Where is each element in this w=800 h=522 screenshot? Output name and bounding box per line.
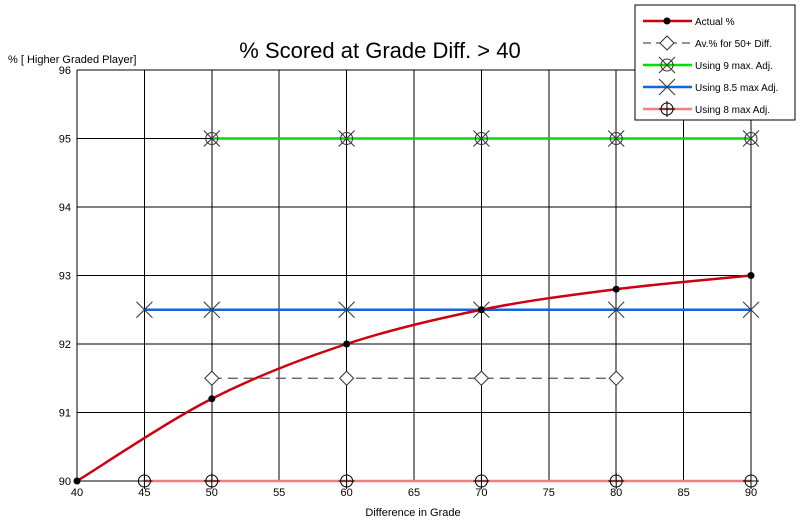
series-4: [136, 473, 759, 489]
legend-item: Av.% for 50+ Diff.: [643, 35, 772, 51]
data-point: [742, 301, 760, 319]
y-axis-label: % [ Higher Graded Player]: [8, 54, 136, 66]
legend: Actual % Av.% for 50+ Diff. Using 9 max. A…: [634, 4, 796, 121]
data-point: [473, 473, 490, 489]
data-point: [607, 130, 625, 147]
data-point: [338, 473, 355, 489]
y-tick-label: 94: [59, 202, 71, 214]
legend-label: Using 8 max Adj.: [695, 105, 770, 116]
x-tick-label: 85: [677, 487, 689, 499]
y-tick-label: 92: [59, 339, 71, 351]
data-point: [203, 301, 221, 319]
chart-title: % Scored at Grade Diff. > 40: [239, 38, 520, 63]
x-tick-label: 50: [206, 487, 218, 499]
data-point: [477, 306, 485, 314]
x-tick-label: 75: [543, 487, 555, 499]
series-group: [73, 130, 760, 489]
data-point: [473, 370, 490, 386]
data-point: [663, 17, 671, 25]
data-point: [747, 272, 755, 279]
series-line: [76, 274, 752, 483]
data-point: [607, 301, 625, 319]
data-point: [608, 473, 625, 489]
data-point: [73, 477, 81, 485]
legend-label: Using 9 max. Adj.: [695, 61, 773, 72]
y-tick-label: 95: [59, 134, 71, 146]
data-point: [136, 473, 153, 489]
y-tick-label: 93: [59, 271, 71, 283]
legend-item: Using 8.5 max Adj.: [643, 78, 778, 96]
grid: [76, 69, 752, 482]
data-point: [608, 370, 624, 386]
x-tick-label: 80: [610, 487, 622, 499]
legend-label: Av.% for 50+ Diff.: [695, 39, 772, 50]
legend-label: Actual %: [695, 17, 735, 28]
y-tick-label: 96: [59, 65, 71, 77]
series-0: [73, 272, 755, 485]
x-tick-label: 65: [408, 487, 420, 499]
data-point: [473, 130, 490, 147]
data-point: [343, 340, 351, 348]
legend-item: Using 8 max Adj.: [643, 101, 770, 117]
data-point: [658, 56, 676, 74]
series-1: [204, 370, 624, 386]
data-point: [658, 78, 676, 96]
data-point: [659, 35, 675, 51]
data-point: [203, 130, 221, 147]
data-point: [743, 473, 759, 489]
series-2: [203, 130, 760, 147]
data-point: [612, 285, 620, 293]
legend-item: Using 9 max. Adj.: [643, 56, 773, 74]
data-point: [204, 370, 220, 386]
y-tick-label: 91: [59, 408, 71, 420]
data-point: [338, 301, 355, 319]
data-point: [203, 473, 220, 489]
data-point: [338, 130, 355, 147]
data-point: [208, 395, 216, 403]
y-tick-label: 90: [59, 476, 71, 488]
data-point: [136, 301, 153, 319]
legend-item: Actual %: [643, 17, 735, 28]
data-point: [659, 101, 675, 117]
x-tick-label: 70: [475, 487, 487, 499]
x-tick-label: 45: [138, 487, 150, 499]
legend-label: Using 8.5 max Adj.: [695, 83, 778, 94]
tick-labels: 40 45 50 55 60 65 70 75 80 85 90 90 91 92 93 94 95 96: [59, 65, 757, 499]
x-tick-label: 60: [340, 487, 352, 499]
series-3: [136, 301, 760, 319]
data-point: [338, 370, 355, 386]
x-tick-label: 40: [71, 487, 83, 499]
x-axis-label: Difference in Grade: [365, 507, 460, 519]
x-tick-label: 55: [273, 487, 285, 499]
data-point: [742, 130, 760, 147]
x-tick-label: 90: [745, 487, 757, 499]
